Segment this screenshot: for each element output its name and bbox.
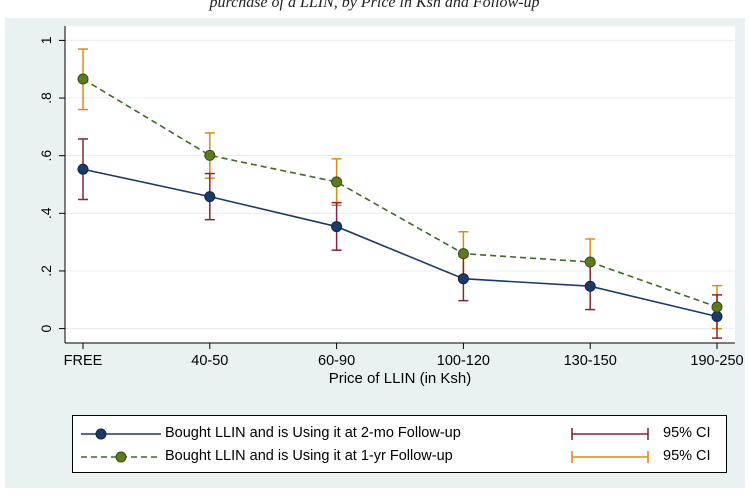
x-tick-label: 100-120 xyxy=(437,353,490,369)
legend-label-1yr: Bought LLIN and is Using it at 1-yr Foll… xyxy=(165,448,453,464)
y-tick-label: .6 xyxy=(38,150,54,162)
legend: Bought LLIN and is Using it at 2-mo Foll… xyxy=(72,415,727,473)
data-point-1yr xyxy=(77,73,89,85)
y-tick-label: .2 xyxy=(38,265,54,277)
legend-ci-label-2mo: 95% CI xyxy=(663,425,711,441)
data-point-2mo xyxy=(204,191,216,203)
top-caption: purchase of a LLIN, by Price in Ksh and … xyxy=(209,0,540,11)
y-axis-ticks: 0 .2 .4 .6 .8 1 xyxy=(38,36,65,332)
series-line-2mo xyxy=(82,168,718,318)
data-point-2mo xyxy=(584,280,596,292)
line-chart: 0 .2 .4 .6 .8 1 FREE 40-50 60-90 100-120 130-150 1… xyxy=(38,26,744,387)
y-tick-label: .4 xyxy=(38,207,54,219)
series-lines xyxy=(82,78,718,318)
y-tick-label: .8 xyxy=(38,92,54,104)
data-point-1yr xyxy=(711,301,723,313)
y-tick-label: 1 xyxy=(38,36,54,44)
data-point-2mo xyxy=(77,163,89,175)
data-point-1yr xyxy=(584,256,596,268)
plot-area xyxy=(65,26,735,343)
legend-label-2mo: Bought LLIN and is Using it at 2-mo Foll… xyxy=(165,425,461,441)
data-point-2mo xyxy=(457,273,469,285)
legend-row-2mo: Bought LLIN and is Using it at 2-mo Foll… xyxy=(73,422,726,446)
x-tick-label: 130-150 xyxy=(564,353,617,369)
y-tick-label: 0 xyxy=(38,324,54,332)
legend-swatch-1yr xyxy=(81,451,161,463)
data-point-2mo xyxy=(331,221,343,233)
legend-ci-swatch-2mo xyxy=(571,428,649,440)
data-point-1yr xyxy=(331,176,343,188)
x-tick-label: 40-50 xyxy=(191,353,228,369)
x-axis-ticks: FREE 40-50 60-90 100-120 130-150 190-250 xyxy=(64,343,744,369)
chart-background: 0 .2 .4 .6 .8 1 FREE 40-50 60-90 100-120 130-150 1… xyxy=(5,18,745,488)
legend-row-1yr: Bought LLIN and is Using it at 1-yr Foll… xyxy=(73,445,726,469)
data-point-2mo xyxy=(711,310,723,322)
legend-ci-label-1yr: 95% CI xyxy=(663,448,711,464)
x-tick-label: FREE xyxy=(64,353,103,369)
data-point-1yr xyxy=(204,149,216,161)
series-markers xyxy=(77,73,723,322)
legend-ci-swatch-1yr xyxy=(571,451,649,463)
x-tick-label: 60-90 xyxy=(318,353,355,369)
legend-swatch-2mo xyxy=(81,428,161,440)
grid-lines xyxy=(65,39,735,330)
x-axis-label: Price of LLIN (in Ksh) xyxy=(329,370,472,387)
x-tick-label: 190-250 xyxy=(690,353,743,369)
data-point-1yr xyxy=(457,248,469,260)
series-line-1yr xyxy=(82,78,718,308)
